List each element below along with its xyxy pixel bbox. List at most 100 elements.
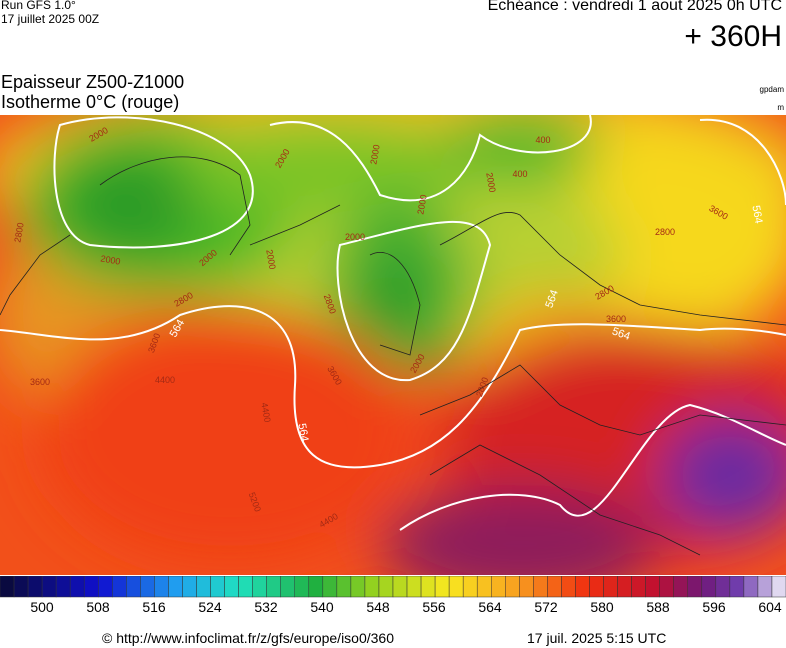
colorbar-swatch bbox=[392, 576, 408, 598]
colorbar-tick-label: 508 bbox=[86, 599, 110, 615]
colorbar-tick-label: 580 bbox=[590, 599, 614, 615]
isotherm-label: 400 bbox=[535, 135, 550, 145]
colorbar-swatch bbox=[729, 576, 745, 598]
field bbox=[0, 115, 786, 575]
colorbar-tick-label: 540 bbox=[310, 599, 334, 615]
lead-time: + 360H bbox=[684, 20, 782, 53]
colorbar-labels: 500 508 516 524 532 540 548 556 564 572 580 588 596 6… bbox=[0, 599, 786, 619]
run-date: 17 juillet 2025 00Z bbox=[1, 12, 100, 26]
colorbar-swatch bbox=[701, 576, 717, 598]
colorbar-swatch bbox=[505, 576, 520, 598]
generated: 17 juil. 2025 5:15 UTC bbox=[527, 630, 667, 646]
colorbar-swatch bbox=[364, 576, 380, 598]
isotherm-label: 2000 bbox=[415, 194, 428, 215]
colorbar-swatch bbox=[196, 576, 211, 598]
colorbar-swatch bbox=[476, 576, 492, 598]
isotherm-label: 400 bbox=[512, 169, 527, 179]
colorbar-swatch bbox=[336, 576, 352, 598]
colorbar-swatch bbox=[420, 576, 436, 598]
colorbar-swatch bbox=[547, 576, 562, 598]
title-line1: Epaisseur Z500-Z1000 bbox=[1, 72, 185, 92]
colorbar-swatch bbox=[350, 576, 366, 598]
isotherm-label: 3600 bbox=[606, 314, 626, 324]
colorbar-tick-label: 556 bbox=[422, 599, 446, 615]
colorbar-swatch bbox=[27, 576, 43, 598]
colorbar-swatch bbox=[645, 576, 660, 598]
colorbar-swatch bbox=[13, 576, 29, 598]
colorbar-swatch bbox=[448, 576, 464, 598]
colorbar-swatch bbox=[659, 576, 674, 598]
colorbar-swatch bbox=[55, 576, 71, 598]
colorbar-swatch bbox=[126, 576, 141, 598]
echeance: Echéance : vendredi 1 aout 2025 0h UTC bbox=[487, 0, 782, 14]
colorbar-swatch bbox=[533, 576, 548, 598]
colorbar-swatch bbox=[308, 576, 324, 598]
colorbar-swatch bbox=[224, 576, 239, 598]
title-line2: Isotherme 0°C (rouge) bbox=[1, 92, 180, 112]
colorbar-swatch bbox=[252, 576, 267, 598]
isotherm-label: 2000 bbox=[484, 172, 497, 193]
colorbar-swatch bbox=[491, 576, 506, 598]
colorbar-swatch bbox=[378, 576, 394, 598]
colorbar-swatch bbox=[112, 576, 127, 598]
isotherm-label: 2000 bbox=[368, 144, 381, 165]
colorbar-swatch bbox=[603, 576, 618, 598]
colorbar-tick-label: 516 bbox=[142, 599, 166, 615]
thickness-label: 564 bbox=[295, 422, 310, 442]
colorbar-swatch bbox=[434, 576, 450, 598]
isotherm-label: 2000 bbox=[100, 253, 121, 266]
colorbar-tick-label: 524 bbox=[198, 599, 222, 615]
colorbar-swatch bbox=[168, 576, 183, 598]
colorbar-swatch bbox=[154, 576, 169, 598]
isotherm-label: 2800 bbox=[655, 227, 675, 237]
thickness-label: 564 bbox=[749, 204, 764, 224]
coastlines bbox=[0, 156, 786, 556]
colorbar-tick-label: 604 bbox=[758, 599, 782, 615]
colorbar-swatch bbox=[0, 576, 15, 598]
colorbar-swatch bbox=[83, 576, 99, 598]
thickness-contours bbox=[0, 115, 786, 531]
colorbar bbox=[0, 576, 786, 598]
colorbar-swatch bbox=[617, 576, 632, 598]
colorbar-swatch bbox=[687, 576, 703, 598]
colorbar-swatch bbox=[757, 576, 773, 598]
colorbar-swatch bbox=[673, 576, 689, 598]
thickness-label: 564 bbox=[610, 325, 631, 343]
colorbar-swatch bbox=[140, 576, 155, 598]
isotherm-label: 4400 bbox=[259, 402, 272, 423]
colorbar-tick-label: 532 bbox=[254, 599, 278, 615]
colorbar-swatch bbox=[69, 576, 85, 598]
colorbar-swatch bbox=[266, 576, 281, 598]
colorbar-swatch bbox=[715, 576, 731, 598]
isotherm-label: 3600 bbox=[30, 377, 50, 387]
thickness-label: 564 bbox=[543, 288, 561, 309]
colorbar-swatch bbox=[294, 576, 310, 598]
colorbar-swatch bbox=[210, 576, 225, 598]
colorbar-tick-label: 564 bbox=[478, 599, 502, 615]
colorbar-swatch bbox=[519, 576, 534, 598]
run: Run GFS 1.0° bbox=[1, 0, 76, 12]
colorbar-tick-label: 500 bbox=[30, 599, 54, 615]
colorbar-swatch bbox=[589, 576, 604, 598]
colorbar-tick-label: 572 bbox=[534, 599, 558, 615]
isotherm-label: 2800 bbox=[12, 222, 25, 243]
colorbar-swatch bbox=[280, 576, 296, 598]
isotherm-label: 2000 bbox=[345, 232, 365, 242]
colorbar-tick-label: 588 bbox=[646, 599, 670, 615]
isotherm-label: 4400 bbox=[155, 375, 175, 385]
isotherm-label: 2000 bbox=[264, 249, 277, 270]
colorbar-swatch bbox=[238, 576, 253, 598]
source: © http://www.infoclimat.fr/z/gfs/europe/… bbox=[102, 630, 395, 646]
unit-gpdam: gpdam bbox=[759, 85, 784, 94]
colorbar-swatch bbox=[322, 576, 338, 598]
colorbar-swatch bbox=[575, 576, 590, 598]
colorbar-swatch bbox=[743, 576, 759, 598]
colorbar-swatch bbox=[631, 576, 646, 598]
unit-m: m bbox=[777, 103, 784, 112]
colorbar-swatch bbox=[406, 576, 422, 598]
colorbar-swatch bbox=[561, 576, 576, 598]
colorbar-swatch bbox=[771, 576, 786, 598]
colorbar-tick-label: 596 bbox=[702, 599, 726, 615]
